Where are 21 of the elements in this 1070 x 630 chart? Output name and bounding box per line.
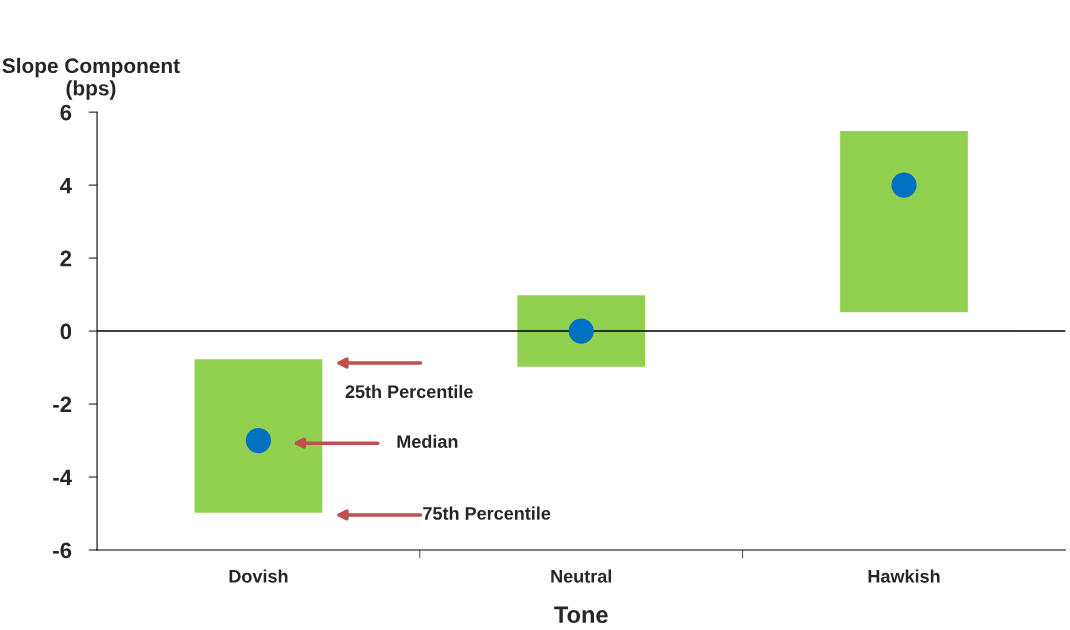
x-tick-label: Dovish [229, 569, 288, 583]
annotation: 75th Percentile [423, 506, 551, 520]
point [891, 172, 917, 198]
bar [838, 129, 970, 314]
bar [193, 357, 324, 515]
annotation: 25th Percentile [345, 384, 473, 399]
y-axis-title: Slope Component (bps) [2, 57, 180, 100]
y-tick-label: -2 [53, 396, 72, 413]
y-tick-label: -6 [53, 542, 72, 559]
y-tick-label: 6 [60, 104, 72, 121]
point [568, 318, 594, 344]
y-tick-label: -4 [53, 469, 72, 486]
bar [515, 293, 647, 369]
point [245, 427, 272, 454]
y-tick-label: 0 [60, 323, 72, 340]
x-axis-title: Tone [554, 606, 608, 624]
x-tick-label: Hawkish [868, 569, 940, 583]
x-tick-label: Neutral [551, 569, 612, 583]
y-tick-label: 4 [60, 177, 72, 194]
y-tick-label: 2 [60, 250, 72, 267]
annotation: Median [397, 434, 458, 448]
